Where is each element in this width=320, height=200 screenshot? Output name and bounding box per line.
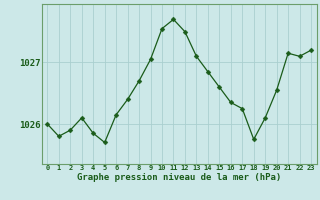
X-axis label: Graphe pression niveau de la mer (hPa): Graphe pression niveau de la mer (hPa)	[77, 173, 281, 182]
